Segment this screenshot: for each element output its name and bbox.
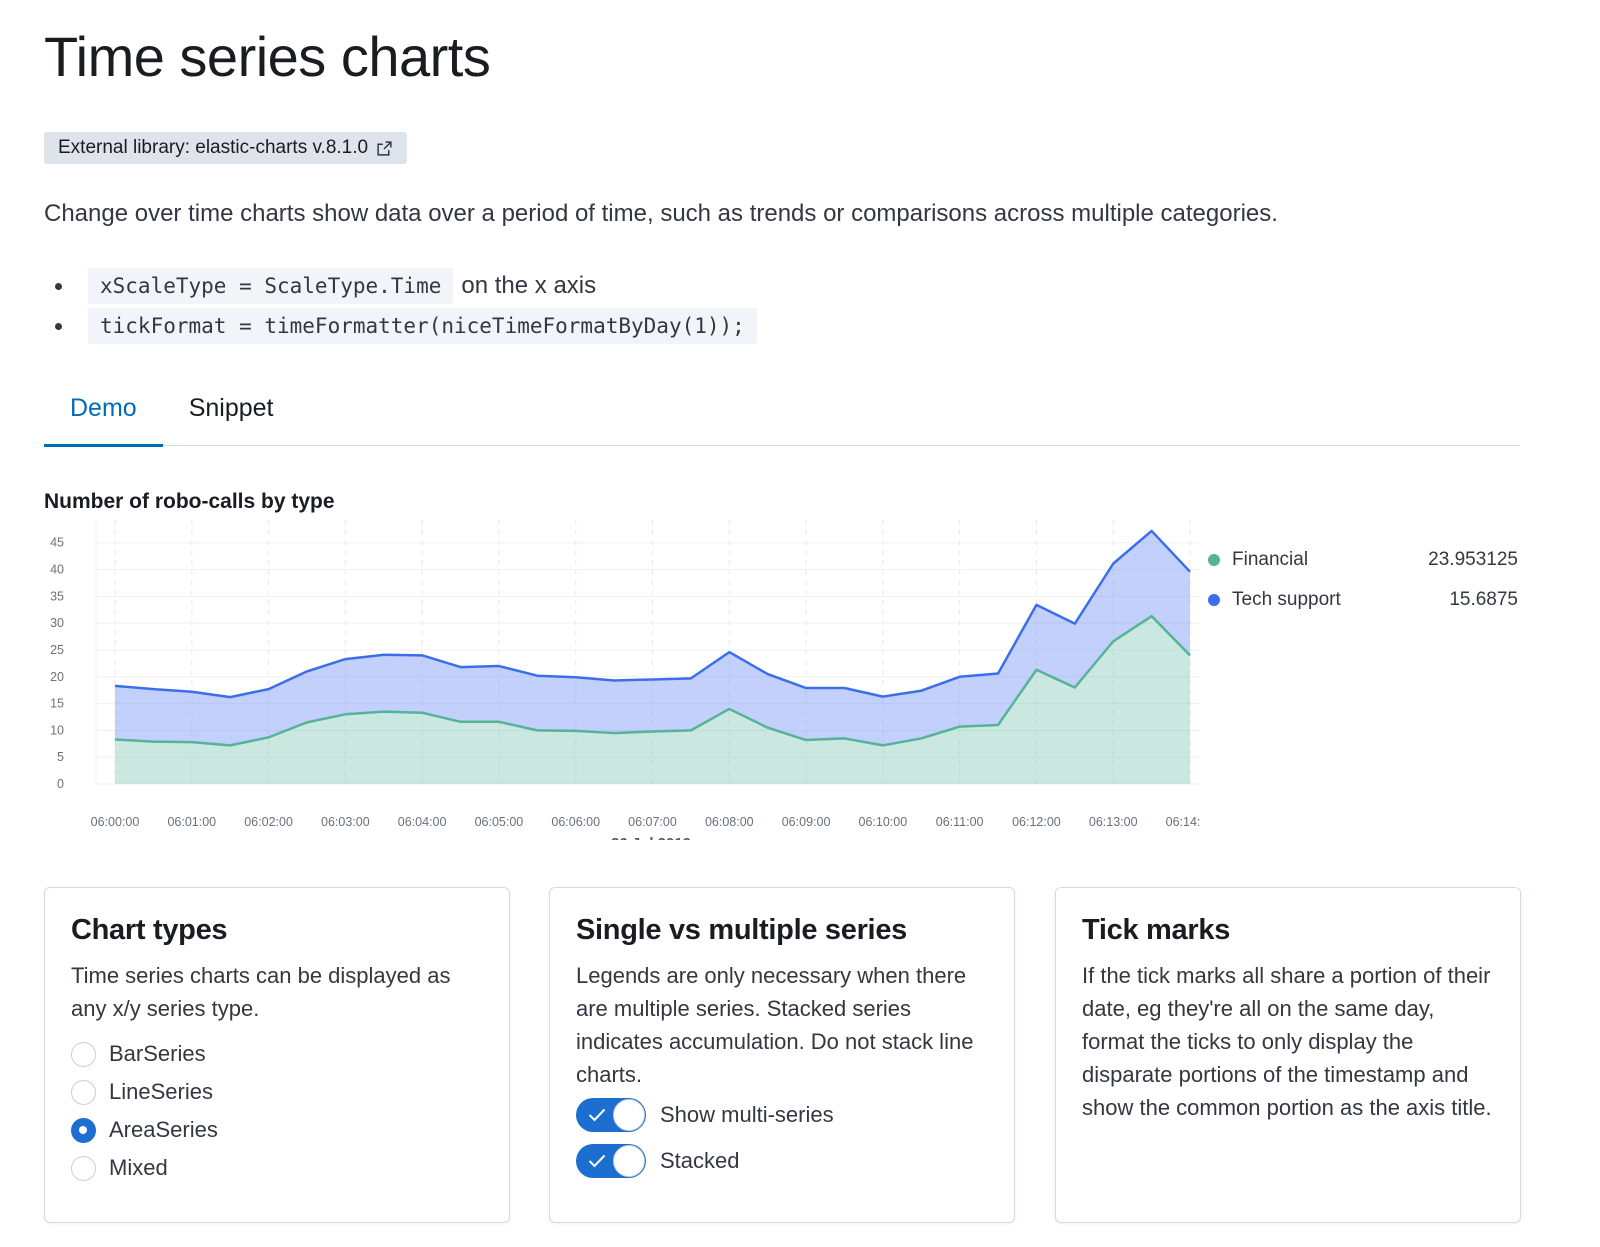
- tab-demo[interactable]: Demo: [44, 380, 163, 447]
- y-tick-label: 20: [50, 670, 64, 684]
- x-axis-title: 26 Jul 2019: [611, 835, 691, 840]
- y-tick-label: 15: [50, 697, 64, 711]
- bullet-text: on the x axis: [461, 272, 597, 299]
- toggle-switch[interactable]: [576, 1144, 646, 1178]
- radio-line-series[interactable]: LineSeries: [71, 1073, 483, 1111]
- x-tick-label: 06:11:00: [936, 815, 984, 829]
- x-tick-label: 06:14:00: [1166, 815, 1200, 829]
- chart-type-radio-group: BarSeries LineSeries AreaSeries Mixed: [71, 1035, 483, 1187]
- tab-bar: Demo Snippet: [44, 380, 1520, 447]
- check-icon: [588, 1108, 606, 1122]
- y-tick-label: 45: [50, 536, 64, 550]
- y-tick-label: 5: [57, 750, 64, 764]
- intro-text: Change over time charts show data over a…: [44, 200, 1278, 227]
- radio-area-series[interactable]: AreaSeries: [71, 1111, 483, 1149]
- tick-marks-card: Tick marks If the tick marks all share a…: [1055, 887, 1521, 1223]
- legend-value: 23.953125: [1428, 549, 1518, 570]
- page-title: Time series charts: [44, 25, 491, 88]
- card-body: Legends are only necessary when there ar…: [576, 963, 974, 1087]
- x-tick-label: 06:06:00: [551, 815, 600, 829]
- bullet-dot: [55, 282, 62, 290]
- radio-label: AreaSeries: [109, 1117, 218, 1142]
- chart-legend: Financial 23.953125 Tech support 15.6875: [1208, 540, 1518, 620]
- toggle-label: Show multi-series: [660, 1102, 834, 1127]
- toggle-knob: [613, 1145, 645, 1177]
- chart-title: Number of robo-calls by type: [44, 490, 335, 513]
- card-title: Chart types: [71, 914, 228, 946]
- radio-label: BarSeries: [109, 1041, 206, 1066]
- card-body: If the tick marks all share a portion of…: [1082, 963, 1492, 1120]
- toggle-knob: [613, 1099, 645, 1131]
- x-tick-label: 06:07:00: [628, 815, 677, 829]
- y-tick-label: 10: [50, 723, 64, 737]
- y-tick-label: 30: [50, 616, 64, 630]
- bullet-dot: [55, 322, 62, 330]
- x-tick-label: 06:09:00: [782, 815, 831, 829]
- library-badge-label: External library: elastic-charts v.8.1.0: [58, 137, 369, 158]
- toggle-label: Stacked: [660, 1148, 740, 1173]
- x-tick-label: 06:00:00: [91, 815, 140, 829]
- area-financial: [115, 616, 1190, 784]
- line-financial: [114, 614, 1191, 747]
- tab-snippet[interactable]: Snippet: [188, 394, 274, 422]
- legend-item-financial[interactable]: Financial 23.953125: [1208, 540, 1518, 580]
- external-link-icon: [377, 140, 392, 156]
- radio-label: LineSeries: [109, 1079, 213, 1104]
- list-item: tickFormat = timeFormatter(niceTimeForma…: [44, 306, 757, 346]
- stacked-toggle[interactable]: Stacked: [576, 1139, 988, 1183]
- bullet-list: xScaleType = ScaleType.Time on the x axi…: [44, 266, 757, 346]
- radio-button[interactable]: [71, 1117, 96, 1143]
- radio-mixed[interactable]: Mixed: [71, 1149, 483, 1187]
- x-tick-label: 06:08:00: [705, 815, 754, 829]
- chart-types-card: Chart types Time series charts can be di…: [44, 887, 510, 1223]
- radio-button[interactable]: [71, 1155, 96, 1181]
- y-tick-label: 35: [50, 589, 64, 603]
- list-item: xScaleType = ScaleType.Time on the x axi…: [44, 266, 757, 306]
- show-multi-series-toggle[interactable]: Show multi-series: [576, 1093, 988, 1137]
- y-tick-label: 25: [50, 643, 64, 657]
- x-tick-label: 06:13:00: [1089, 815, 1138, 829]
- legend-dot: [1208, 554, 1220, 566]
- y-tick-label: 40: [50, 563, 64, 577]
- line-tech-support: [114, 529, 1191, 699]
- x-tick-label: 06:01:00: [167, 815, 216, 829]
- x-tick-label: 06:04:00: [398, 815, 447, 829]
- legend-dot: [1208, 594, 1220, 606]
- single-vs-multiple-card: Single vs multiple series Legends are on…: [549, 887, 1015, 1223]
- radio-label: Mixed: [109, 1155, 168, 1180]
- card-title: Tick marks: [1082, 914, 1231, 946]
- inline-code: xScaleType = ScaleType.Time: [88, 268, 454, 304]
- legend-label: Tech support: [1232, 589, 1341, 610]
- radio-bar-series[interactable]: BarSeries: [71, 1035, 483, 1073]
- x-tick-label: 06:02:00: [244, 815, 293, 829]
- toggle-switch[interactable]: [576, 1098, 646, 1132]
- legend-label: Financial: [1232, 549, 1309, 570]
- inline-code: tickFormat = timeFormatter(niceTimeForma…: [88, 308, 757, 344]
- legend-item-tech-support[interactable]: Tech support 15.6875: [1208, 580, 1518, 620]
- x-tick-label: 06:05:00: [475, 815, 524, 829]
- y-tick-label: 0: [57, 777, 64, 791]
- card-title: Single vs multiple series: [576, 914, 907, 946]
- x-tick-label: 06:12:00: [1012, 815, 1061, 829]
- radio-button[interactable]: [71, 1079, 96, 1105]
- x-tick-label: 06:03:00: [321, 815, 370, 829]
- check-icon: [588, 1154, 606, 1168]
- radio-button[interactable]: [71, 1041, 96, 1067]
- legend-value: 15.6875: [1449, 589, 1518, 610]
- card-body: Time series charts can be displayed as a…: [71, 963, 451, 1021]
- time-series-chart[interactable]: 0 5 10 15 20 25 30 35 40 45 06:00:00 06:01:00 06:02:…: [0, 520, 1200, 840]
- x-tick-label: 06:10:00: [859, 815, 908, 829]
- external-library-badge[interactable]: External library: elastic-charts v.8.1.0: [44, 132, 408, 164]
